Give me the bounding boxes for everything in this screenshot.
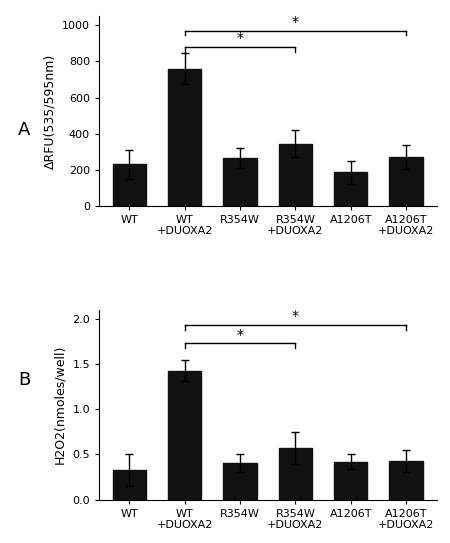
- Bar: [224, 158, 256, 206]
- Text: *: *: [292, 15, 299, 29]
- Bar: [224, 464, 256, 500]
- Bar: [279, 143, 312, 206]
- Y-axis label: H2O2(nmoles/well): H2O2(nmoles/well): [54, 345, 67, 464]
- Y-axis label: ΔRFU(535/595nm): ΔRFU(535/595nm): [43, 53, 56, 169]
- Text: *: *: [237, 31, 243, 45]
- Bar: [334, 173, 367, 206]
- Bar: [389, 157, 423, 206]
- Bar: [113, 165, 146, 206]
- Bar: [168, 370, 201, 500]
- Bar: [168, 68, 201, 206]
- Text: A: A: [18, 121, 31, 140]
- Text: *: *: [292, 310, 299, 324]
- Text: B: B: [18, 371, 30, 389]
- Bar: [113, 470, 146, 500]
- Bar: [389, 461, 423, 500]
- Bar: [334, 462, 367, 500]
- Text: *: *: [237, 327, 243, 342]
- Bar: [279, 448, 312, 500]
